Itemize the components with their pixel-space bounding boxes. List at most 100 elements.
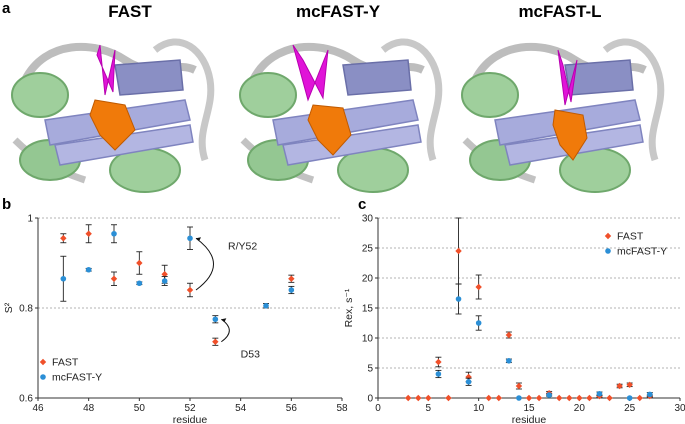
data-point-fast [535,394,543,402]
data-point-mcfast-y [60,275,67,282]
ligand-magenta-icon [292,44,329,102]
x-axis-label: residue [173,414,208,424]
y-tick-label: 0.6 [19,394,33,405]
ligand-orange-icon [89,99,136,151]
data-point-fast [445,394,452,402]
data-point-mcfast-y [136,280,143,287]
data-point-fast [505,331,513,339]
annotation-label: D53 [241,349,260,361]
y-tick-label: 0.8 [19,304,33,315]
annotation-label: R/Y52 [228,241,257,253]
panel-letter-c: c [358,196,367,213]
data-point-fast [495,394,502,402]
data-point-fast [425,394,432,402]
data-point-fast [626,381,633,388]
protein-structure-mcfast-y [240,42,439,192]
x-tick-label: 54 [235,403,247,414]
x-tick-label: 46 [32,403,44,414]
legend-label: mcFAST-Y [617,246,667,258]
legend-label: FAST [52,357,79,369]
data-point-mcfast-y [288,287,295,293]
data-point-mcfast-y [546,392,552,398]
data-point-mcfast-y [85,266,92,273]
legend-marker-mcfast-y [605,248,611,254]
protein-title-mcfast-l: mcFAST-L [518,2,602,21]
data-point-fast [60,235,67,242]
y-tick-label: 30 [362,214,374,225]
data-point-fast [455,247,462,255]
ligand-magenta-icon [96,44,116,96]
data-point-fast [435,358,442,366]
data-point-mcfast-y [212,316,219,323]
data-point-fast [485,394,492,402]
data-point-mcfast-y [596,391,603,397]
data-point-fast [556,394,563,402]
data-point-mcfast-y [111,230,117,237]
data-point-fast [475,283,482,291]
data-point-fast [405,394,412,402]
x-tick-label: 10 [473,403,485,414]
data-point-mcfast-y [647,391,653,398]
data-point-mcfast-y [626,395,633,401]
data-point-fast [515,382,523,390]
data-point-fast [576,394,583,402]
data-point-fast [415,394,422,402]
ligand-orange-icon [307,104,352,156]
panel-letter-a: a [2,0,11,17]
data-point-fast [186,286,194,294]
y-tick-label: 15 [362,304,374,315]
data-point-fast [110,275,118,282]
arrowhead-icon [196,237,201,242]
arrowhead-icon [221,318,227,323]
legend-marker-fast [39,358,47,366]
data-point-fast [212,338,219,345]
data-point-mcfast-y [516,395,522,401]
data-point-fast [566,394,573,402]
data-point-fast [85,230,92,237]
data-point-fast [288,275,295,282]
data-point-mcfast-y [465,379,472,385]
x-tick-label: 52 [184,403,196,414]
protein-title-fast: FAST [108,2,152,21]
x-axis-label: residue [512,414,547,424]
data-point-mcfast-y [187,235,193,242]
legend-marker-fast [604,232,612,240]
legend-label: FAST [617,231,644,243]
x-tick-label: 15 [523,403,535,414]
ligand-orange-icon [552,109,588,161]
y-axis-label: S² [3,302,15,313]
x-tick-label: 5 [426,403,432,414]
x-tick-label: 30 [674,403,685,414]
data-point-fast [161,271,168,278]
x-tick-label: 48 [83,403,95,414]
data-point-mcfast-y [263,302,269,309]
data-point-mcfast-y [161,278,168,284]
x-tick-label: 58 [336,403,348,414]
y-tick-label: 0 [367,394,373,405]
data-point-mcfast-y [435,371,442,377]
data-point-fast [616,382,623,390]
y-tick-label: 1 [27,214,33,225]
data-point-fast [136,259,143,267]
legend-label: mcFAST-Y [52,372,102,384]
y-tick-label: 20 [362,274,374,285]
protein-structure-mcfast-l [462,42,661,192]
x-tick-label: 20 [574,403,586,414]
x-tick-label: 50 [134,403,146,414]
protein-structure-fast [12,42,211,192]
y-axis-label: Rex, s⁻¹ [343,288,355,327]
panel-letter-b: b [2,196,12,213]
legend-marker-mcfast-y [40,374,46,380]
x-tick-label: 25 [624,403,636,414]
annotation-arrow [221,318,230,343]
data-point-mcfast-y [506,358,512,364]
x-tick-label: 0 [375,403,381,414]
chart-rex-exchange: 0 5 10 15 20 25 30 0 5 10 15 20 25 30 residue Rex, s⁻¹ F… [343,214,685,424]
chart-s2-order-parameter: 46 48 50 52 54 56 58 0.6 0.8 1 residue S² FAST mcFAST… [3,214,348,424]
y-tick-label: 25 [362,244,374,255]
ligand-magenta-icon [557,49,578,106]
protein-title-mcfast-y: mcFAST-Y [295,2,381,21]
data-point-mcfast-y [475,320,482,326]
data-point-fast [636,394,643,402]
